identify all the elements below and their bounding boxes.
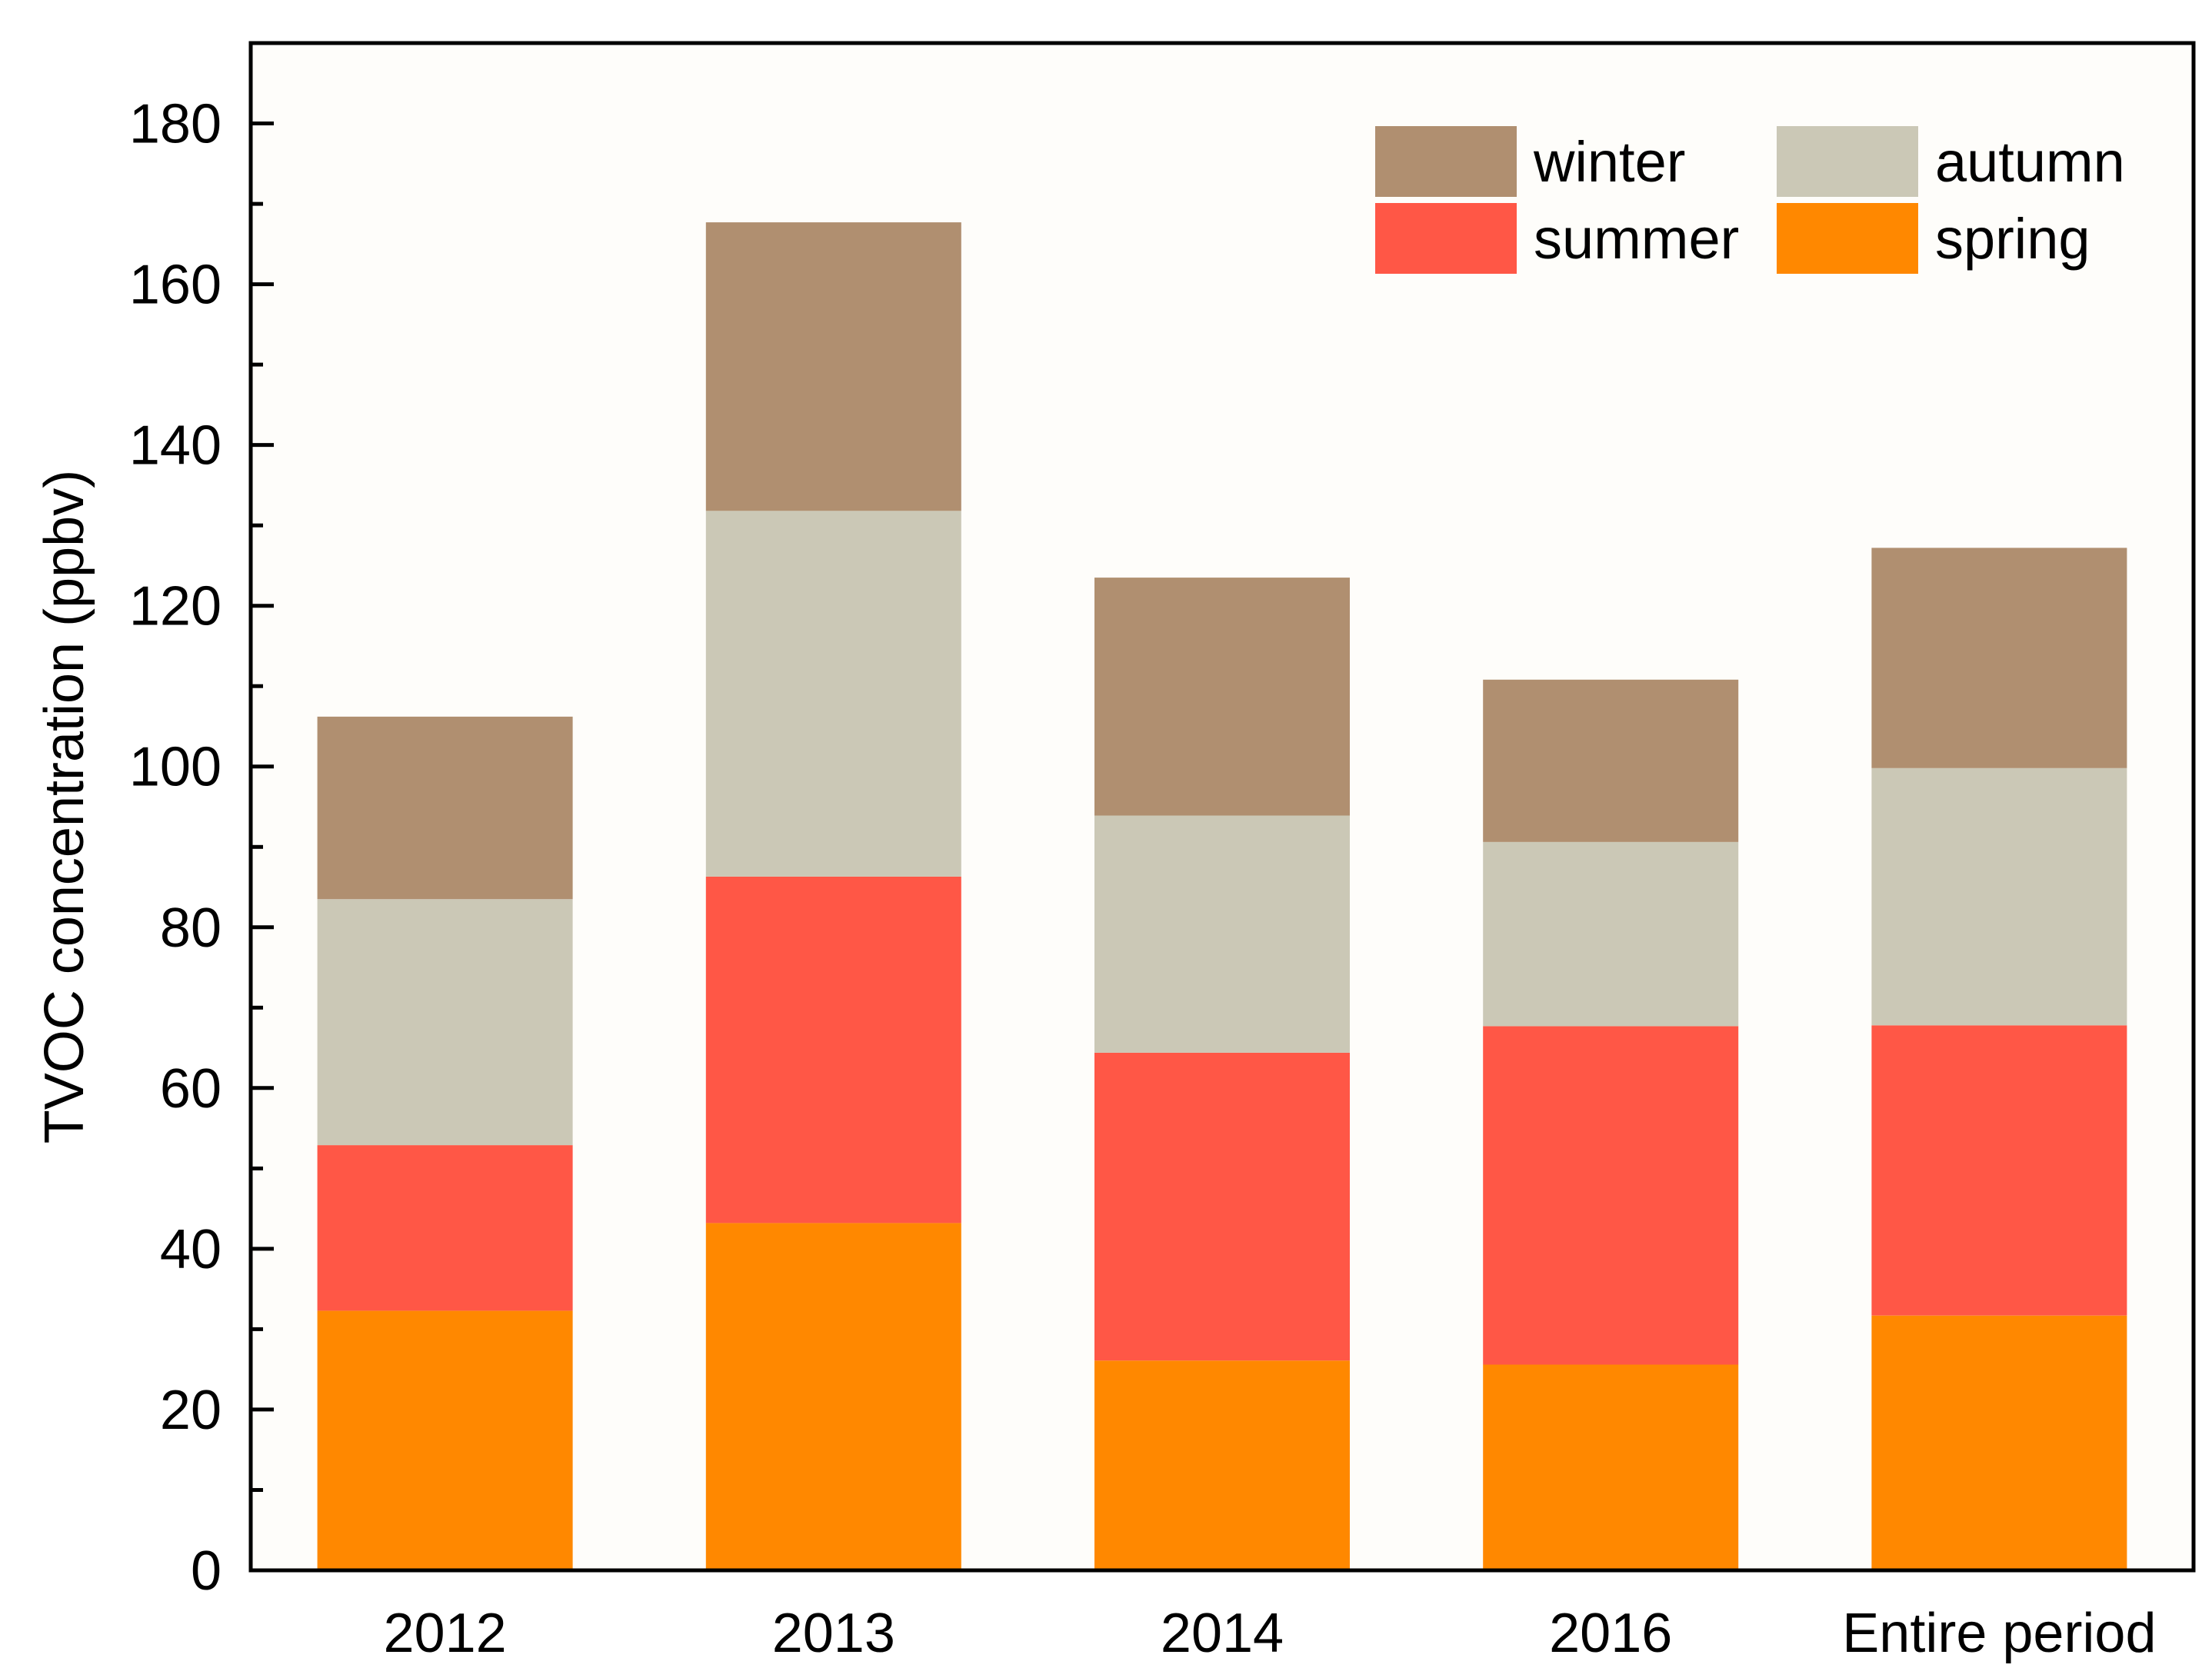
legend-swatch-autumn <box>1777 126 1918 197</box>
bar-2016-spring <box>1483 1364 1739 1570</box>
legend-item-spring: spring <box>1777 203 2090 274</box>
bar-2012-spring <box>317 1310 573 1570</box>
legend-label-spring: spring <box>1935 207 2090 271</box>
x-tick-label: 2012 <box>384 1603 507 1664</box>
legend-item-winter: winter <box>1375 126 1685 197</box>
x-tick-label: 2013 <box>772 1603 895 1664</box>
legend: winter autumn summer spring <box>1375 126 2125 274</box>
legend-item-summer: summer <box>1375 203 1739 274</box>
bar-2014-winter <box>1094 578 1350 816</box>
legend-swatch-spring <box>1777 203 1918 274</box>
legend-label-winter: winter <box>1533 130 1685 194</box>
bar-entire-period-autumn <box>1871 767 2127 1026</box>
x-tick-label: 2014 <box>1161 1603 1284 1664</box>
bar-2014-spring <box>1094 1360 1350 1570</box>
legend-swatch-winter <box>1375 126 1517 197</box>
bar-2016-summer <box>1483 1026 1739 1365</box>
bar-2014-autumn <box>1094 815 1350 1053</box>
bar-2012-winter <box>317 716 573 900</box>
bar-2012-summer <box>317 1145 573 1311</box>
axes-layer: 0 20 40 60 80 100 120 140 160 180 <box>129 41 2196 1602</box>
x-tick-label: 2016 <box>1549 1603 1672 1664</box>
bar-2013-summer <box>705 876 961 1224</box>
y-tick-label: 160 <box>129 255 222 316</box>
bar-2013-spring <box>705 1223 961 1570</box>
y-axis-title: TVOC concentration (ppbv) <box>34 470 95 1144</box>
y-tick-label: 100 <box>129 737 222 798</box>
bar-2016-autumn <box>1483 842 1739 1027</box>
y-tick-label: 120 <box>129 576 222 638</box>
bar-2014-summer <box>1094 1052 1350 1361</box>
legend-swatch-summer <box>1375 203 1517 274</box>
y-tick-label: 40 <box>160 1219 222 1280</box>
legend-label-summer: summer <box>1534 207 1739 271</box>
bar-2012-autumn <box>317 899 573 1146</box>
y-tick-label: 140 <box>129 415 222 477</box>
plot-frame <box>248 41 2196 1573</box>
bar-entire-period-spring <box>1871 1315 2127 1570</box>
y-tick-label: 180 <box>129 94 222 155</box>
legend-item-autumn: autumn <box>1777 126 2125 197</box>
bar-entire-period-summer <box>1871 1025 2127 1316</box>
bar-2016-winter <box>1483 679 1739 842</box>
bar-2013-winter <box>705 222 961 511</box>
legend-label-autumn: autumn <box>1935 130 2125 194</box>
bar-2013-autumn <box>705 511 961 877</box>
bar-entire-period-winter <box>1871 548 2127 768</box>
x-tick-label: Entire period <box>1842 1603 2156 1664</box>
bars-layer: 2012 2013 2014 2016 Entire period <box>317 222 2157 1664</box>
y-tick-label: 0 <box>191 1540 222 1602</box>
y-tick-label: 80 <box>160 897 222 959</box>
y-tick-label: 20 <box>160 1380 222 1441</box>
y-tick-label: 60 <box>160 1058 222 1120</box>
